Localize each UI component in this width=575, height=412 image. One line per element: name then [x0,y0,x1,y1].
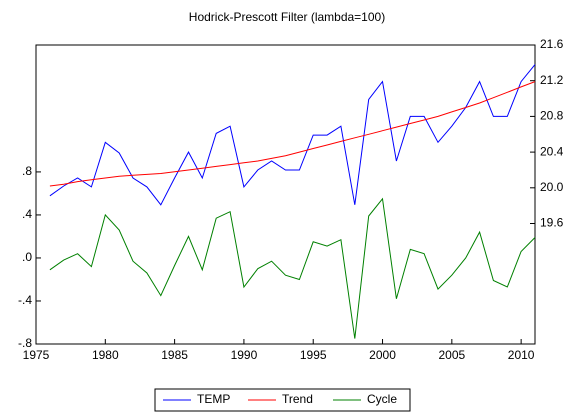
y2-tick-label: 19.6 [540,216,564,230]
y2-tick-label: 21.6 [540,37,564,51]
x-tick-label: 1980 [92,348,119,362]
series-line [49,64,536,206]
legend-box [154,388,411,412]
series-line [49,81,536,187]
legend-label: Cycle [367,392,397,406]
y2-tick-label: 20.8 [540,109,564,123]
x-tick-label: 2010 [508,348,535,362]
series-line [49,197,536,339]
plot-frame [35,44,536,345]
x-tick-label: 1990 [231,348,258,362]
legend-label: Trend [282,392,313,406]
y-tick-label: -.4 [18,293,32,307]
y2-tick-label: 20.4 [540,144,564,158]
chart-title: Hodrick-Prescott Filter (lambda=100) [189,10,385,24]
y-tick-label: .8 [22,164,32,178]
y2-tick-label: 20.0 [540,180,564,194]
x-tick-label: 1985 [161,348,188,362]
x-tick-label: 2000 [369,348,396,362]
y2-tick-label: 21.2 [540,73,564,87]
x-tick-label: 2005 [438,348,465,362]
y-tick-label: -.8 [18,336,32,350]
x-tick-label: 1975 [23,348,50,362]
y-tick-label: .0 [22,250,32,264]
y-tick-label: .4 [22,207,32,221]
legend-label: TEMP [197,392,230,406]
x-tick-label: 1995 [300,348,327,362]
